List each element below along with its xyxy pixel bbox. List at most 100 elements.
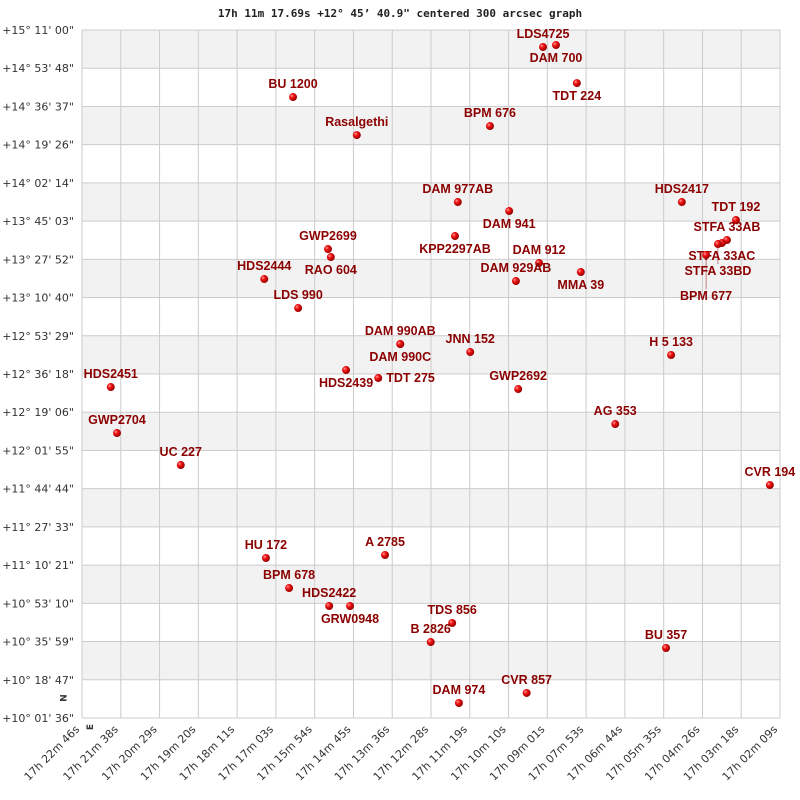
star-point[interactable]: [426, 638, 435, 647]
star-point[interactable]: [485, 122, 494, 131]
star-point[interactable]: [677, 198, 686, 207]
star-marker[interactable]: BU 357: [645, 628, 687, 652]
star-marker[interactable]: GWP2692: [489, 369, 547, 394]
star-point[interactable]: [352, 131, 361, 140]
star-point[interactable]: [260, 275, 269, 284]
star-marker[interactable]: DAM 977AB: [422, 182, 493, 207]
star-point[interactable]: [294, 304, 303, 313]
star-marker[interactable]: HU 172: [245, 538, 287, 563]
star-point[interactable]: [514, 385, 523, 394]
star-marker[interactable]: HDS2444: [237, 259, 291, 284]
star-marker[interactable]: UC 227: [160, 445, 202, 470]
star-marker[interactable]: STFA 33AB: [693, 220, 760, 245]
star-marker[interactable]: TDT 224: [553, 79, 602, 103]
star-point[interactable]: [346, 602, 355, 611]
star-point[interactable]: [374, 374, 383, 383]
star-label: BU 357: [645, 628, 687, 642]
star-marker[interactable]: DAM 912: [513, 243, 566, 268]
star-marker[interactable]: TDT 275: [374, 371, 435, 385]
star-point[interactable]: [667, 351, 676, 360]
star-point[interactable]: [522, 688, 531, 697]
star-label: A 2785: [365, 535, 405, 549]
star-point[interactable]: [713, 240, 722, 249]
star-marker[interactable]: DAM 974: [433, 683, 486, 707]
star-point[interactable]: [453, 198, 462, 207]
star-marker[interactable]: BPM 677: [680, 251, 732, 303]
star-point[interactable]: [535, 259, 544, 268]
star-point[interactable]: [112, 429, 121, 438]
star-marker[interactable]: BU 1200: [268, 77, 318, 102]
y-tick-label: +14° 19' 26": [2, 139, 74, 152]
star-marker[interactable]: HDS2439: [319, 366, 373, 390]
star-label: AG 353: [594, 404, 637, 418]
star-marker[interactable]: GWP2699: [299, 229, 357, 254]
star-marker[interactable]: HDS2417: [655, 182, 709, 207]
star-label: H 5 133: [649, 335, 693, 349]
star-label: DAM 974: [433, 683, 486, 697]
star-marker[interactable]: DAM 700: [530, 41, 583, 65]
star-point[interactable]: [325, 602, 334, 611]
star-marker[interactable]: LDS4725: [517, 27, 570, 52]
star-point[interactable]: [448, 619, 457, 628]
star-marker[interactable]: A 2785: [365, 535, 405, 560]
star-marker[interactable]: GRW0948: [321, 602, 379, 626]
star-marker[interactable]: CVR 194: [744, 465, 795, 490]
star-label: DAM 912: [513, 243, 566, 257]
star-point[interactable]: [450, 232, 459, 241]
star-label: MMA 39: [557, 278, 604, 292]
star-point[interactable]: [176, 461, 185, 470]
star-point[interactable]: [289, 93, 298, 102]
star-marker[interactable]: BPM 678: [263, 568, 315, 593]
star-point[interactable]: [702, 251, 711, 260]
star-point[interactable]: [326, 253, 335, 262]
star-label: HDS2444: [237, 259, 291, 273]
star-marker[interactable]: KPP2297AB: [419, 232, 491, 256]
star-point[interactable]: [611, 420, 620, 429]
star-marker[interactable]: AG 353: [594, 404, 637, 429]
star-marker[interactable]: HDS2451: [84, 367, 138, 392]
star-marker[interactable]: Rasalgethi: [325, 115, 388, 140]
y-tick-label: +10° 01' 36": [2, 712, 74, 725]
star-marker[interactable]: JNN 152: [446, 332, 495, 357]
star-point[interactable]: [454, 698, 463, 707]
star-label: GWP2699: [299, 229, 357, 243]
star-label: BPM 677: [680, 289, 732, 303]
star-point[interactable]: [261, 554, 270, 563]
star-marker[interactable]: CVR 857: [501, 673, 552, 697]
star-marker[interactable]: TDT 192: [712, 200, 761, 225]
star-point[interactable]: [505, 207, 514, 216]
star-marker[interactable]: TDS 856: [427, 603, 477, 628]
star-label: TDT 275: [386, 371, 435, 385]
star-marker[interactable]: B 2826: [411, 622, 451, 647]
star-point[interactable]: [381, 551, 390, 560]
star-marker[interactable]: RAO 604: [305, 253, 357, 277]
star-label: GWP2692: [489, 369, 547, 383]
star-marker[interactable]: BPM 676: [464, 106, 516, 131]
star-marker[interactable]: LDS 990: [273, 288, 323, 313]
y-tick-label: +14° 53' 48": [2, 62, 74, 75]
star-point[interactable]: [466, 348, 475, 357]
star-marker[interactable]: GWP2704: [88, 413, 146, 438]
star-point[interactable]: [572, 79, 581, 88]
star-marker[interactable]: DAM 990C: [369, 340, 431, 364]
star-point[interactable]: [576, 268, 585, 277]
star-marker[interactable]: MMA 39: [557, 268, 604, 292]
star-point[interactable]: [551, 41, 560, 50]
star-marker[interactable]: STFA 33BD: [684, 240, 751, 278]
star-point[interactable]: [662, 643, 671, 652]
star-point[interactable]: [106, 383, 115, 392]
star-point[interactable]: [342, 366, 351, 375]
star-point[interactable]: [765, 481, 774, 490]
star-point[interactable]: [285, 584, 294, 593]
star-marker[interactable]: DAM 929AB: [480, 261, 551, 286]
star-marker[interactable]: H 5 133: [649, 335, 693, 360]
star-marker[interactable]: DAM 941: [483, 207, 536, 231]
star-point[interactable]: [396, 340, 405, 349]
star-point[interactable]: [539, 43, 548, 52]
star-point[interactable]: [731, 216, 740, 225]
star-point[interactable]: [511, 277, 520, 286]
star-point[interactable]: [324, 245, 333, 254]
star-label: DAM 990AB: [365, 324, 436, 338]
y-tick-label: +14° 02' 14": [2, 177, 74, 190]
star-marker[interactable]: HDS2422: [302, 586, 356, 611]
